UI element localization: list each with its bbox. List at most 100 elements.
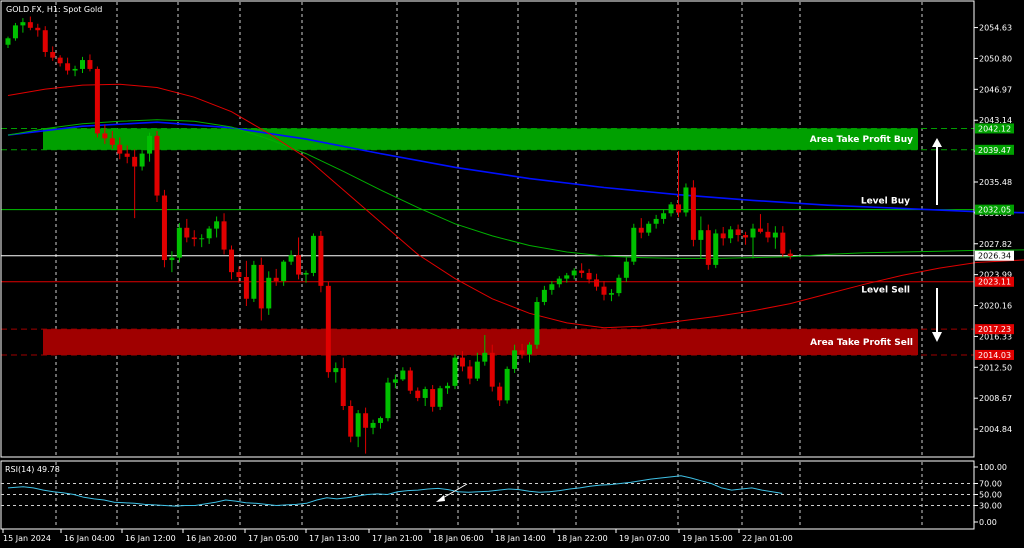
area-buy-bottom-tag-box	[975, 144, 1014, 155]
candle-body	[221, 221, 227, 250]
candle	[273, 268, 279, 286]
candle	[497, 382, 503, 407]
level-buy-tag-box	[975, 204, 1014, 215]
candle-body	[616, 277, 622, 294]
candle-body	[601, 286, 607, 295]
time-tick-label: 16 Jan 12:00	[125, 534, 176, 543]
candle-body	[787, 253, 793, 257]
rsi-tick-label: 100.00	[979, 463, 1007, 472]
candle	[623, 257, 629, 282]
candle	[556, 276, 562, 288]
candle	[392, 374, 398, 389]
candle	[35, 23, 41, 37]
level-sell-tag-box	[975, 276, 1014, 287]
time-tick-label: 18 Jan 06:00	[433, 534, 484, 543]
candle	[199, 234, 205, 248]
candle	[504, 366, 510, 404]
current-price-tag-text: 2026.34	[978, 252, 1011, 261]
signal-arrows	[436, 138, 942, 502]
candle	[27, 16, 33, 31]
candle-body	[765, 231, 771, 238]
candle-body	[385, 382, 391, 419]
candle-body	[109, 138, 115, 145]
candle-body	[757, 228, 763, 232]
candle-body	[594, 279, 600, 287]
main-panel-border	[0, 0, 975, 458]
rsi-pointer-arrow-icon	[440, 483, 468, 500]
price-axis: 2054.632050.802046.972043.142039.312035.…	[974, 24, 1014, 434]
area-buy-top-tag-text: 2042.12	[978, 124, 1011, 133]
candle-body	[35, 27, 41, 31]
candle	[87, 54, 93, 72]
candle	[482, 335, 488, 366]
candle	[646, 221, 652, 236]
candle	[713, 229, 719, 269]
levels-layer: Area Take Profit Buy Area Take Profit Sel…	[1, 127, 974, 356]
candle	[787, 249, 793, 260]
candle-body	[281, 261, 287, 282]
candle-body	[124, 153, 130, 157]
candle	[445, 382, 451, 394]
rsi-pointer-head-icon	[436, 495, 445, 502]
candle-body	[422, 389, 428, 398]
candle-body	[229, 249, 234, 273]
time-tick-label: 17 Jan 21:00	[372, 534, 423, 543]
candle	[370, 419, 376, 435]
candle	[400, 367, 406, 382]
candle-body	[497, 386, 503, 401]
candles	[5, 16, 793, 454]
candle	[221, 213, 227, 255]
candle-body	[623, 261, 629, 278]
candle-body	[50, 51, 56, 58]
area-sell-top-tag-box	[975, 324, 1014, 335]
candle	[109, 131, 115, 149]
area-sell-top-tag-text: 2017.23	[978, 325, 1011, 334]
candle	[340, 357, 346, 411]
candle-body	[191, 237, 197, 240]
candle	[474, 352, 480, 382]
rsi-tick-label: 50.00	[979, 491, 1002, 500]
candle-body	[668, 204, 674, 214]
candle	[467, 360, 473, 385]
area-sell-bottom-tag-box	[975, 349, 1014, 360]
candle-body	[154, 135, 160, 196]
sell-take-profit-area	[43, 329, 918, 355]
candle-body	[117, 144, 123, 154]
candle-body	[161, 195, 167, 261]
sell-take-profit-area-label: Area Take Profit Sell	[810, 338, 913, 348]
candle-body	[646, 223, 652, 233]
candle	[229, 245, 234, 280]
time-tick-label: 22 Jan 01:00	[742, 534, 793, 543]
rsi-tick-label: 0.00	[979, 518, 997, 527]
candle	[288, 250, 294, 265]
time-tick-label: 17 Jan 13:00	[309, 534, 360, 543]
candle	[169, 251, 175, 273]
rsi-tick-label: 30.00	[979, 502, 1002, 511]
candle-body	[445, 385, 451, 389]
candle-body	[363, 413, 369, 428]
rsi-axis: 100.00 70.00 50.00 30.00 0.00	[974, 463, 1007, 527]
candle	[676, 151, 681, 218]
candle-body	[94, 68, 100, 134]
price-tick-label: 2046.97	[979, 85, 1012, 94]
candle-body	[147, 135, 153, 154]
candle	[489, 344, 495, 392]
time-tick-label: 15 Jan 2024	[3, 534, 51, 543]
candle-body	[12, 25, 18, 39]
candle	[631, 223, 637, 265]
candle-body	[318, 235, 324, 286]
candle	[690, 180, 696, 247]
candle-body	[333, 368, 339, 373]
candle-body	[87, 60, 93, 69]
candle	[430, 385, 436, 412]
time-tick-label: 16 Jan 20:00	[186, 534, 237, 543]
candle	[549, 281, 555, 295]
candle	[57, 55, 63, 67]
candle-body	[378, 418, 383, 423]
time-tick-label: 16 Jan 04:00	[64, 534, 115, 543]
candle	[780, 226, 786, 257]
candle-body	[698, 230, 704, 240]
candle	[117, 137, 123, 160]
candle	[310, 233, 316, 277]
candle-body	[296, 255, 302, 275]
